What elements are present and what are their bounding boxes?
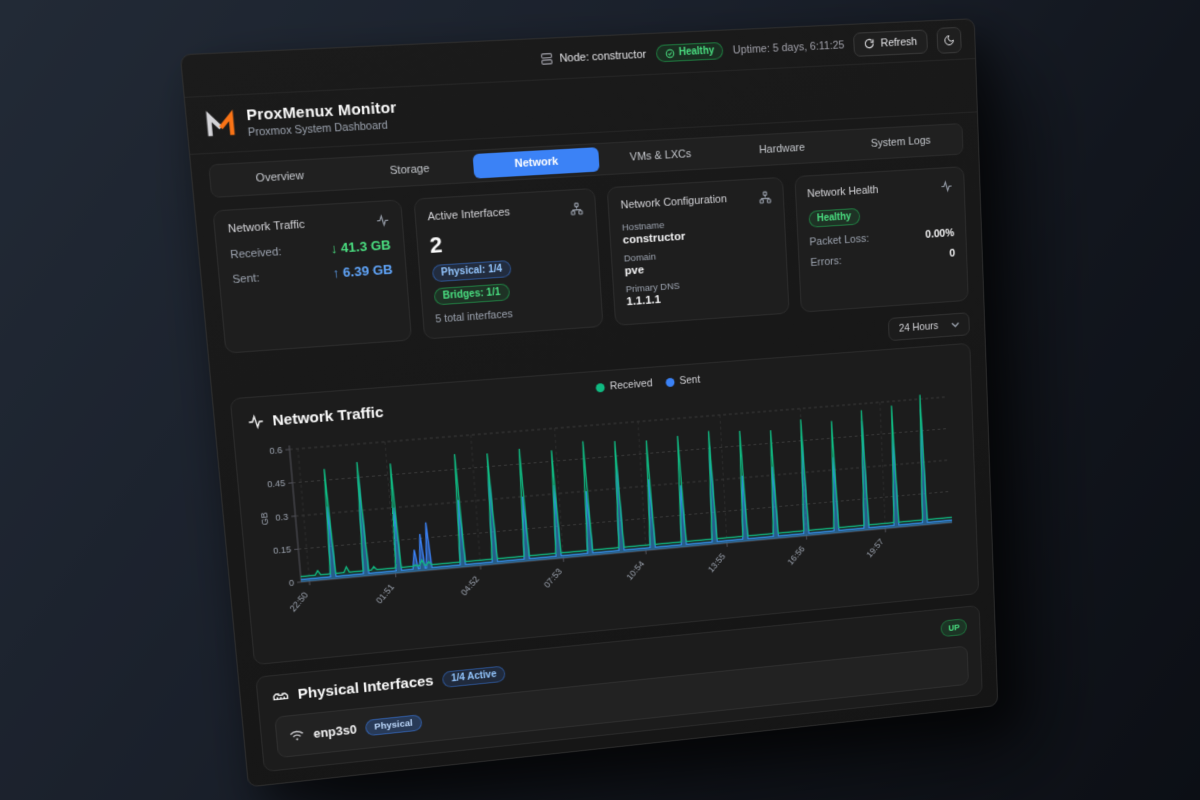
sent-label: Sent:	[231, 271, 261, 286]
network-tree-icon	[758, 191, 772, 204]
activity-icon	[940, 180, 953, 193]
sent-value: ↑ 6.39 GB	[331, 261, 394, 281]
time-range-value: 24 Hours	[898, 320, 939, 335]
card-title: Active Interfaces	[427, 206, 511, 224]
chart-legend: Received Sent	[595, 373, 701, 394]
card-title: Network Traffic	[227, 218, 306, 236]
svg-text:10:54: 10:54	[625, 559, 646, 582]
packet-loss-label: Packet Loss:	[809, 232, 870, 249]
refresh-button-label: Refresh	[880, 35, 918, 50]
svg-text:0: 0	[289, 578, 295, 588]
brand-text: ProxMenux Monitor Proxmox System Dashboa…	[246, 99, 399, 139]
interface-count: 2	[428, 231, 444, 258]
topbar: Node: constructor Healthy Uptime: 5 days…	[180, 19, 976, 98]
dashboard-window: Node: constructor Healthy Uptime: 5 days…	[179, 18, 999, 788]
tab-overview[interactable]: Overview	[255, 169, 305, 185]
errors-value: 0	[949, 247, 956, 260]
tab-vms-lxcs[interactable]: VMs & LXCs	[629, 148, 692, 164]
svg-text:16:56: 16:56	[786, 544, 807, 566]
packet-loss-value: 0.00%	[925, 227, 955, 241]
physical-interfaces-title: Physical Interfaces	[297, 672, 435, 703]
chart-title: Network Traffic	[271, 403, 385, 430]
received-dot-icon	[595, 382, 606, 393]
svg-text:GB: GB	[259, 512, 270, 526]
svg-text:07:53: 07:53	[542, 567, 564, 590]
svg-text:0.15: 0.15	[273, 545, 292, 556]
activity-icon	[375, 214, 389, 228]
tab-system-logs[interactable]: System Logs	[870, 134, 931, 150]
svg-text:22:50: 22:50	[288, 590, 311, 613]
node-label: Node: constructor	[559, 48, 647, 65]
server-icon	[540, 52, 554, 66]
svg-text:01:51: 01:51	[374, 582, 396, 605]
card-title: Network Health	[806, 184, 879, 201]
bridges-count-badge: Bridges: 1/1	[433, 283, 511, 306]
check-circle-icon	[665, 48, 675, 59]
wifi-icon	[289, 728, 305, 741]
refresh-button[interactable]: Refresh	[853, 28, 928, 57]
theme-toggle-button[interactable]	[936, 26, 962, 54]
network-traffic-card: Network Traffic Received: ↓ 41.3 GB Sent…	[212, 199, 412, 354]
traffic-chart-plot: 22:50 01:51 04:52 07:53 10:54 13:55 16:56 19:57…	[259, 383, 966, 613]
chevron-down-icon	[951, 322, 959, 328]
total-interfaces-text: 5 total interfaces	[434, 308, 514, 326]
physical-count-badge: Physical: 1/4	[431, 259, 512, 283]
active-interfaces-card: Active Interfaces 2 Physical: 1/4 Bridge…	[412, 187, 604, 340]
network-traffic-chart-card: Network Traffic Received Sent 22:50 01:51…	[229, 342, 980, 666]
tab-hardware[interactable]: Hardware	[758, 141, 806, 157]
ethernet-icon	[272, 687, 290, 704]
up-status-badge: UP	[940, 618, 968, 638]
active-count-badge: 1/4 Active	[441, 665, 506, 688]
tab-network[interactable]: Network	[472, 147, 600, 179]
health-badge-label: Healthy	[678, 45, 715, 59]
proxmenux-logo	[203, 108, 238, 141]
svg-text:19:57: 19:57	[865, 537, 886, 559]
errors-label: Errors:	[810, 255, 842, 269]
moon-icon	[943, 34, 955, 46]
svg-text:0.3: 0.3	[275, 512, 289, 523]
time-range-select[interactable]: 24 Hours	[888, 312, 970, 342]
svg-text:04:52: 04:52	[459, 574, 481, 597]
health-status-badge: Healthy	[808, 207, 861, 228]
legend-received: Received	[595, 377, 653, 393]
received-label: Received:	[229, 245, 283, 261]
interface-type-badge: Physical	[364, 714, 423, 737]
network-configuration-card: Network Configuration Hostname construct…	[606, 176, 790, 326]
metric-cards-row: Network Traffic Received: ↓ 41.3 GB Sent…	[212, 166, 969, 354]
activity-icon	[247, 413, 265, 430]
network-health-card: Network Health Healthy Packet Loss: 0.00…	[793, 166, 969, 313]
health-badge: Healthy	[655, 41, 724, 63]
card-title: Network Configuration	[620, 193, 728, 212]
legend-sent-label: Sent	[679, 373, 701, 388]
legend-sent: Sent	[665, 373, 701, 388]
node-indicator: Node: constructor	[540, 48, 647, 66]
uptime-text: Uptime: 5 days, 6:11:25	[732, 38, 845, 57]
sent-dot-icon	[665, 377, 675, 387]
tab-storage[interactable]: Storage	[389, 162, 430, 178]
network-icon	[570, 202, 584, 216]
svg-text:0.45: 0.45	[267, 479, 286, 490]
received-value: ↓ 41.3 GB	[329, 237, 392, 257]
refresh-icon	[864, 38, 875, 50]
legend-received-label: Received	[609, 377, 653, 393]
svg-text:13:55: 13:55	[706, 552, 727, 574]
svg-text:0.6: 0.6	[269, 445, 283, 456]
interface-name: enp3s0	[312, 722, 358, 741]
